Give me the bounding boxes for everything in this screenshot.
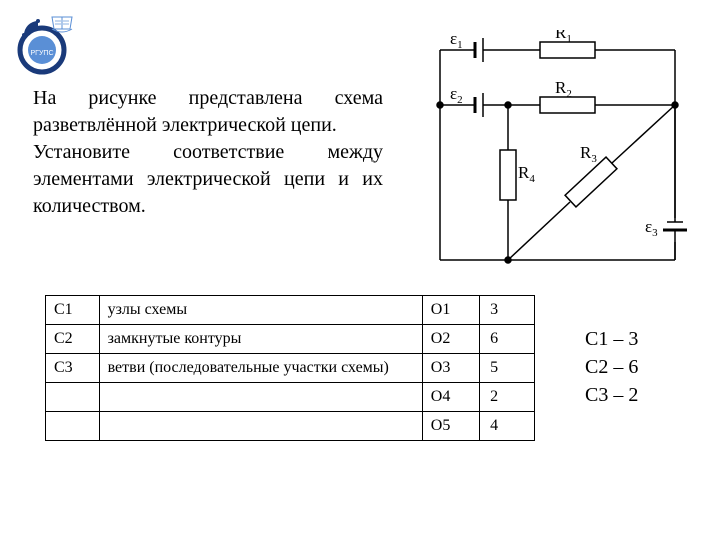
table-row: С3 ветви (последовательные участки схемы… [46, 354, 535, 383]
svg-text:R4: R4 [518, 163, 535, 185]
match-table: С1 узлы схемы О1 3 С2 замкнутые контуры … [45, 295, 535, 441]
answer-line: С1 – 3 [585, 325, 638, 353]
paragraph-2: Установите соответствие между элементами… [33, 139, 383, 220]
svg-text:ε2: ε2 [450, 84, 463, 106]
table-row: С2 замкнутые контуры О2 6 [46, 325, 535, 354]
answer-line: С3 – 2 [585, 381, 638, 409]
paragraph-1: На рисунке представлена схема разветвлён… [33, 85, 383, 139]
svg-text:ε1: ε1 [450, 30, 463, 51]
svg-text:R3: R3 [580, 143, 597, 165]
answer-line: С2 – 6 [585, 353, 638, 381]
answer-key: С1 – 3 С2 – 6 С3 – 2 [585, 325, 638, 409]
table-row: О4 2 [46, 383, 535, 412]
table-row: О5 4 [46, 412, 535, 441]
table-row: С1 узлы схемы О1 3 [46, 296, 535, 325]
logo: РГУПС [12, 15, 84, 75]
svg-text:ε3: ε3 [645, 217, 658, 239]
circuit-diagram: ε1 R1 ε2 R2 R4 R3 ε3 [420, 30, 700, 280]
svg-text:РГУПС: РГУПС [31, 50, 54, 57]
svg-text:R2: R2 [555, 78, 572, 100]
problem-text: На рисунке представлена схема разветвлён… [33, 85, 383, 220]
